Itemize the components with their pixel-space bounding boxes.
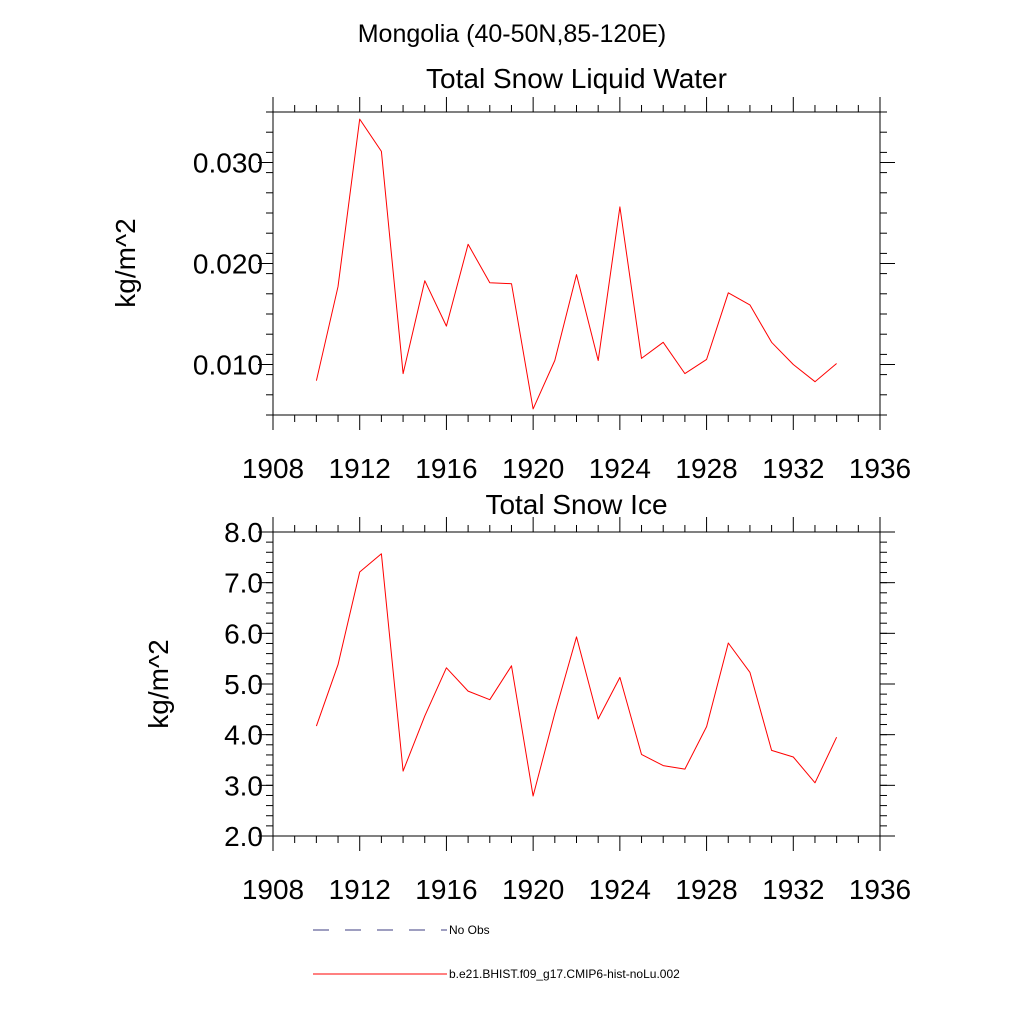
x-tick-label: 1928	[675, 874, 737, 905]
legend: No Obs b.e21.BHIST.f09_g17.CMIP6-hist-no…	[313, 923, 680, 981]
y-tick-label: 3.0	[224, 770, 263, 801]
y-tick-label: 0.030	[193, 148, 263, 179]
x-tick-label: 1916	[415, 453, 477, 484]
chart-title: Total Snow Liquid Water	[426, 63, 727, 94]
x-tick-label: 1928	[675, 453, 737, 484]
x-tick-label: 1936	[849, 874, 911, 905]
series-line	[315, 553, 838, 797]
chart-title: Total Snow Ice	[485, 489, 667, 520]
y-tick-label: 7.0	[224, 568, 263, 599]
y-tick-label: 6.0	[224, 618, 263, 649]
x-tick-label: 1936	[849, 453, 911, 484]
x-tick-label: 1912	[329, 453, 391, 484]
y-tick-label: 0.020	[193, 249, 263, 280]
x-tick-label: 1912	[329, 874, 391, 905]
y-tick-label: 5.0	[224, 669, 263, 700]
x-tick-label: 1932	[762, 874, 824, 905]
x-tick-label: 1908	[242, 453, 304, 484]
x-tick-label: 1932	[762, 453, 824, 484]
y-tick-label: 8.0	[224, 517, 263, 548]
x-tick-label: 1920	[502, 453, 564, 484]
plot-frame	[272, 111, 881, 416]
y-tick-label: 0.010	[193, 350, 263, 381]
x-tick-label: 1916	[415, 874, 477, 905]
chart-panel-snow-ice: Total Snow Ice 1908 1912 1916 1920 1924 1928 19…	[143, 489, 911, 905]
plot-frame	[272, 531, 881, 837]
y-axis-label: kg/m^2	[110, 218, 141, 307]
x-tick-label: 1924	[589, 453, 651, 484]
legend-label-no-obs: No Obs	[449, 923, 490, 937]
y-tick-label: 2.0	[224, 821, 263, 852]
x-tick-label: 1920	[502, 874, 564, 905]
chart-panel-snow-liquid-water: Total Snow Liquid Water 1908 1912 1916 1920 1…	[110, 63, 911, 484]
x-tick-label: 1924	[589, 874, 651, 905]
y-axis-label: kg/m^2	[143, 639, 174, 728]
x-tick-label: 1908	[242, 874, 304, 905]
figure-suptitle: Mongolia (40-50N,85-120E)	[358, 20, 667, 48]
series-line	[315, 118, 837, 410]
y-tick-label: 4.0	[224, 720, 263, 751]
legend-label-model: b.e21.BHIST.f09_g17.CMIP6-hist-noLu.002	[449, 967, 680, 981]
